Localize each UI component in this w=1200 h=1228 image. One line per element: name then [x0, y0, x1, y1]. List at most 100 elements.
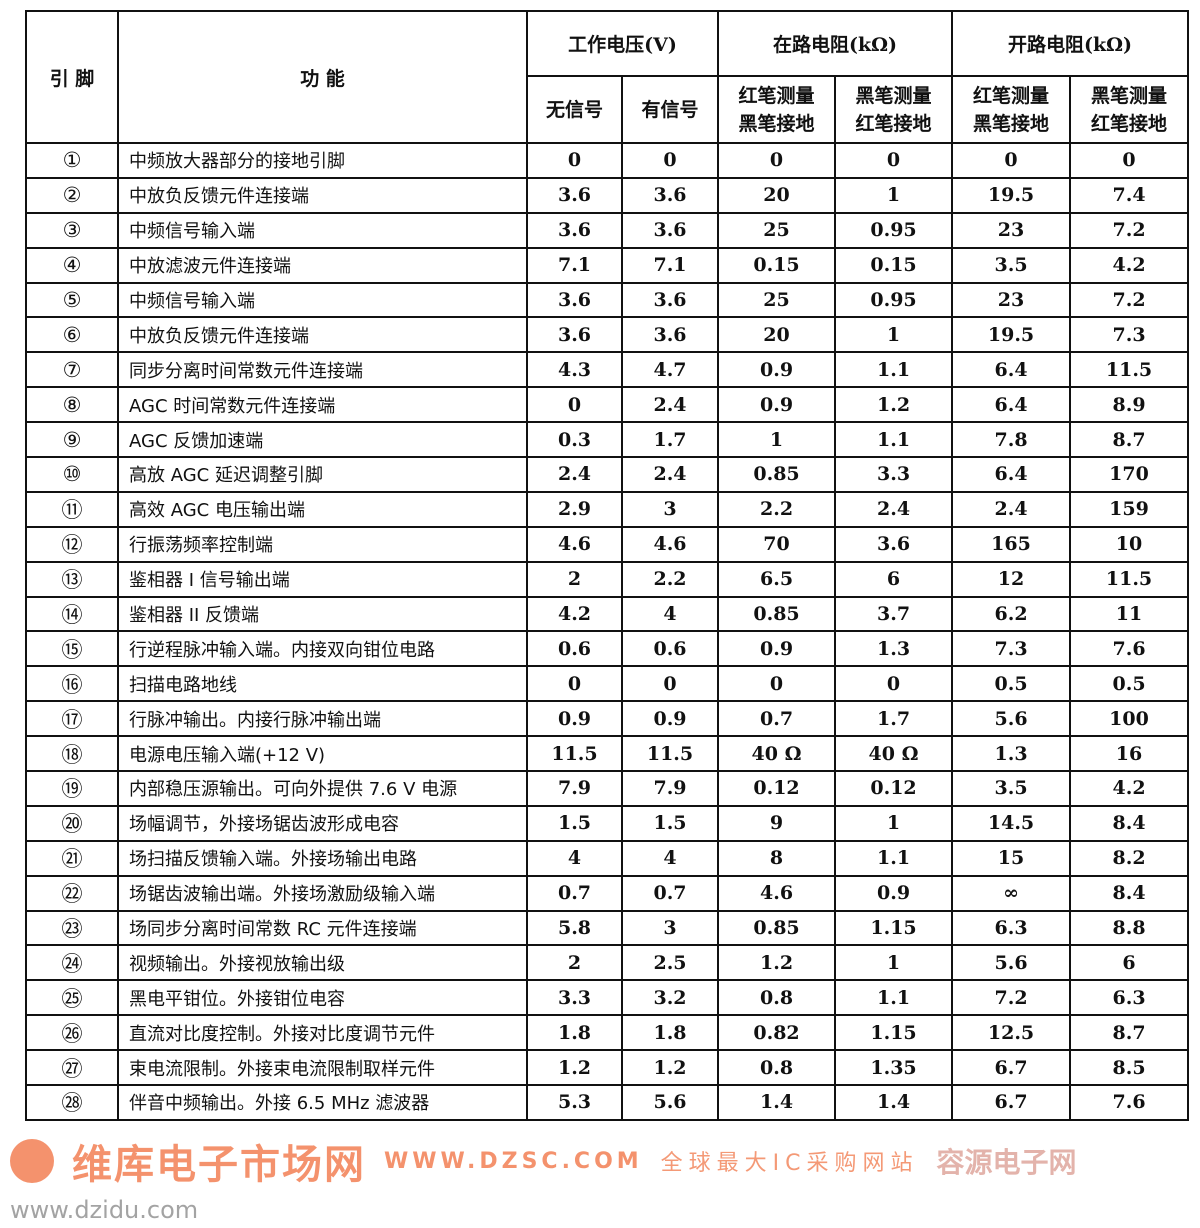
header-in-red-probe: 红笔测量 黑笔接地 [717, 75, 837, 144]
in-circuit-black: 0.95 [834, 281, 954, 319]
open-circuit-red: 6.7 [951, 1049, 1072, 1087]
pin-number: ⑳ [25, 804, 119, 842]
pin-number: ㉒ [25, 874, 119, 912]
voltage-no-signal: 0 [526, 386, 623, 424]
table-row: ⑥ 中放负反馈元件连接端 3.6 3.6 20 1 19.5 7.3 [25, 316, 1190, 354]
open-circuit-black: 4.2 [1069, 770, 1190, 807]
pin-function: 中频信号输入端 [117, 211, 528, 249]
pin-number: ⑱ [25, 735, 119, 773]
pin-number: ③ [25, 211, 119, 249]
pin-number: ⑬ [25, 560, 119, 598]
voltage-no-signal: 7.9 [526, 770, 623, 807]
in-circuit-black: 3.6 [834, 525, 954, 563]
pin-number: ④ [25, 246, 119, 284]
voltage-no-signal: 2.4 [526, 456, 623, 493]
open-circuit-red: 6.3 [951, 909, 1072, 947]
pin-function: 高放 AGC 延迟调整引脚 [117, 456, 528, 493]
open-circuit-red: 7.3 [951, 630, 1072, 668]
voltage-no-signal: 2 [526, 944, 623, 982]
watermark-slogan: 全球最大IC采购网站 [660, 1151, 919, 1176]
open-circuit-red: 0 [951, 142, 1072, 179]
pin-number: ㉕ [25, 979, 119, 1017]
voltage-with-signal: 4 [620, 839, 720, 877]
open-circuit-red: 165 [951, 525, 1072, 563]
in-circuit-red: 0.9 [717, 630, 837, 668]
in-circuit-black: 1.4 [834, 1084, 954, 1121]
pin-function: 行脉冲输出。内接行脉冲输出端 [117, 700, 528, 738]
voltage-with-signal: 2.2 [620, 560, 720, 598]
pin-number: ㉓ [25, 909, 119, 947]
in-circuit-black: 0.9 [834, 874, 954, 912]
open-circuit-black: 16 [1069, 735, 1190, 773]
pin-number: ⑫ [25, 525, 119, 563]
header-open-circuit-resistance: 开路电阻(kΩ) [951, 10, 1190, 77]
open-circuit-black: 8.8 [1069, 909, 1190, 947]
open-circuit-black: 8.7 [1069, 1014, 1190, 1052]
in-circuit-red: 0.85 [717, 909, 837, 947]
open-circuit-red: 14.5 [951, 804, 1072, 842]
open-circuit-black: 7.6 [1069, 1084, 1190, 1121]
table-row: ⑯ 扫描电路地线 0 0 0 0 0.5 0.5 [25, 665, 1190, 703]
open-circuit-black: 0 [1069, 142, 1190, 179]
in-circuit-red: 1 [717, 421, 837, 459]
open-circuit-red: 0.5 [951, 665, 1072, 703]
pin-function: 同步分离时间常数元件连接端 [117, 351, 528, 389]
open-circuit-black: 159 [1069, 490, 1190, 528]
pin-function: 场幅调节，外接场锯齿波形成电容 [117, 804, 528, 842]
open-circuit-black: 10 [1069, 525, 1190, 563]
table-row: ⑱ 电源电压输入端(+12 V) 11.5 11.5 40 Ω 40 Ω 1.3 16 [25, 735, 1190, 773]
open-circuit-red: 19.5 [951, 316, 1072, 354]
pin-number: ⑨ [25, 421, 119, 459]
open-circuit-black: 6.3 [1069, 979, 1190, 1017]
open-circuit-red: 6.4 [951, 456, 1072, 493]
header-open-black-probe: 黑笔测量 红笔接地 [1069, 75, 1190, 144]
pin-function: 中频放大器部分的接地引脚 [117, 142, 528, 179]
table-row: ② 中放负反馈元件连接端 3.6 3.6 20 1 19.5 7.4 [25, 176, 1190, 214]
in-circuit-red: 20 [717, 176, 837, 214]
open-circuit-red: 15 [951, 839, 1072, 877]
open-circuit-black: 7.3 [1069, 316, 1190, 354]
in-circuit-red: 0.7 [717, 700, 837, 738]
open-circuit-black: 7.2 [1069, 211, 1190, 249]
pin-data-table: 引 脚 功 能 工作电压(V) 在路电阻(kΩ) 开路电阻(kΩ) 无信号 有信… [25, 10, 1190, 1121]
in-circuit-red: 4.6 [717, 874, 837, 912]
header-in-circuit-resistance: 在路电阻(kΩ) [717, 10, 954, 77]
pin-number: ⑭ [25, 595, 119, 633]
open-circuit-black: 8.5 [1069, 1049, 1190, 1087]
in-circuit-black: 40 Ω [834, 735, 954, 773]
voltage-with-signal: 3.6 [620, 211, 720, 249]
voltage-with-signal: 3.2 [620, 979, 720, 1017]
voltage-with-signal: 1.8 [620, 1014, 720, 1052]
voltage-no-signal: 0.9 [526, 700, 623, 738]
in-circuit-red: 0.8 [717, 1049, 837, 1087]
pin-function: 直流对比度控制。外接对比度调节元件 [117, 1014, 528, 1052]
voltage-no-signal: 4 [526, 839, 623, 877]
voltage-with-signal: 7.1 [620, 246, 720, 284]
table-row: ⑮ 行逆程脉冲输入端。内接双向钳位电路 0.6 0.6 0.9 1.3 7.3 7.6 [25, 630, 1190, 668]
table-row: ⑭ 鉴相器 II 反馈端 4.2 4 0.85 3.7 6.2 11 [25, 595, 1190, 633]
voltage-with-signal: 5.6 [620, 1084, 720, 1121]
in-circuit-red: 0 [717, 142, 837, 179]
header-function: 功 能 [117, 10, 528, 144]
header-voltage: 工作电压(V) [525, 10, 720, 77]
in-circuit-red: 0.9 [717, 351, 837, 389]
pin-function: 鉴相器 I 信号输出端 [117, 560, 528, 598]
in-circuit-black: 3.7 [834, 595, 954, 633]
open-circuit-black: 100 [1069, 700, 1190, 738]
pin-number: ⑩ [25, 456, 119, 493]
open-circuit-red: 7.8 [951, 421, 1072, 459]
voltage-with-signal: 2.4 [620, 456, 720, 493]
pin-number: ㉗ [25, 1049, 119, 1087]
open-circuit-red: 6.7 [951, 1084, 1072, 1121]
pin-function: 电源电压输入端(+12 V) [117, 735, 528, 773]
in-circuit-black: 1.1 [834, 979, 954, 1017]
open-circuit-red: 23 [951, 211, 1072, 249]
open-circuit-black: 6 [1069, 944, 1190, 982]
pin-function: 内部稳压源输出。可向外提供 7.6 V 电源 [117, 770, 528, 807]
in-circuit-black: 0 [834, 142, 954, 179]
pin-function: 黑电平钳位。外接钳位电容 [117, 979, 528, 1017]
